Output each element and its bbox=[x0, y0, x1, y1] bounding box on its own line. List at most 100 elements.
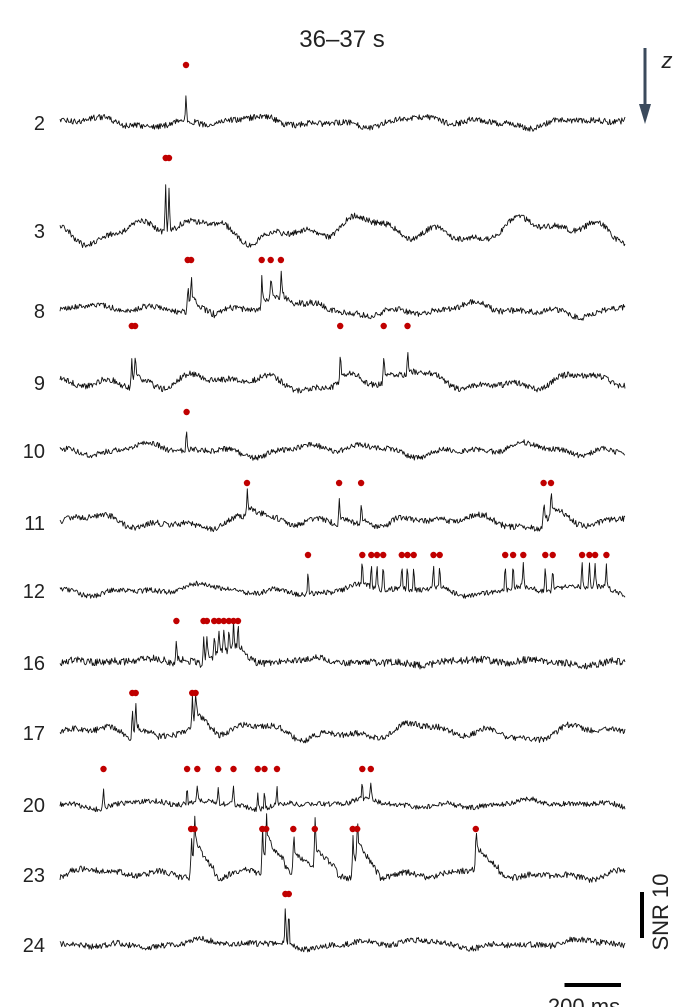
spike-marker-12-3 bbox=[373, 551, 381, 559]
spike-marker-20-8 bbox=[359, 765, 366, 773]
spike-marker-12-6 bbox=[404, 551, 411, 559]
spike-marker-12-15 bbox=[578, 551, 586, 559]
channel-label-10: 10 bbox=[23, 441, 45, 463]
spike-marker-16-6 bbox=[225, 617, 233, 625]
channel-label-24: 24 bbox=[23, 935, 45, 957]
spike-marker-2-0 bbox=[182, 61, 190, 69]
spike-marker-16-7 bbox=[230, 617, 237, 625]
channel-label-2: 2 bbox=[34, 113, 45, 135]
spike-marker-3-1 bbox=[165, 154, 173, 162]
spike-marker-12-13 bbox=[542, 551, 549, 559]
trace-channel-10 bbox=[59, 431, 626, 461]
spike-marker-9-2 bbox=[337, 322, 344, 330]
channel-label-8: 8 bbox=[34, 301, 45, 323]
spike-marker-8-1 bbox=[187, 256, 195, 264]
spike-marker-12-9 bbox=[436, 551, 443, 559]
spike-marker-12-5 bbox=[398, 551, 405, 559]
spike-marker-11-4 bbox=[547, 479, 555, 487]
spike-marker-20-2 bbox=[194, 765, 201, 773]
spike-marker-12-4 bbox=[380, 551, 387, 559]
spike-marker-12-10 bbox=[502, 551, 509, 559]
spike-marker-12-16 bbox=[586, 551, 593, 559]
spike-marker-16-5 bbox=[220, 617, 227, 625]
spike-marker-8-2 bbox=[258, 256, 265, 264]
depth-axis-label: z bbox=[661, 48, 673, 73]
spike-marker-12-11 bbox=[509, 551, 517, 559]
trace-channel-2 bbox=[59, 95, 626, 132]
trace-channel-12 bbox=[59, 561, 626, 599]
spike-marker-9-1 bbox=[131, 322, 139, 330]
depth-arrow-head bbox=[639, 104, 651, 124]
spike-marker-12-14 bbox=[549, 551, 556, 559]
spike-marker-16-2 bbox=[203, 617, 211, 625]
spike-marker-23-6 bbox=[349, 825, 356, 833]
spike-marker-12-17 bbox=[591, 551, 599, 559]
channel-label-23: 23 bbox=[23, 865, 45, 887]
channel-label-11: 11 bbox=[24, 513, 45, 535]
spike-marker-10-0 bbox=[183, 408, 190, 416]
spike-marker-9-4 bbox=[404, 322, 411, 330]
spike-marker-16-0 bbox=[173, 617, 180, 625]
scale-bar-y-label: SNR 10 bbox=[648, 873, 673, 950]
chart-title: 36–37 s bbox=[299, 26, 384, 53]
spike-marker-23-4 bbox=[290, 825, 297, 833]
spike-marker-12-0 bbox=[304, 551, 312, 559]
spike-marker-16-3 bbox=[211, 617, 218, 625]
spike-marker-20-3 bbox=[215, 765, 222, 773]
spike-marker-16-4 bbox=[215, 617, 222, 625]
spike-marker-11-3 bbox=[540, 479, 547, 487]
spike-marker-8-3 bbox=[267, 256, 274, 264]
trace-channel-17 bbox=[59, 694, 626, 744]
traces-group bbox=[59, 95, 626, 953]
spike-marker-20-5 bbox=[254, 765, 261, 773]
spike-marker-12-18 bbox=[603, 551, 610, 559]
spike-marker-20-0 bbox=[100, 765, 107, 773]
spike-marker-11-1 bbox=[335, 479, 343, 487]
spike-marker-8-4 bbox=[277, 256, 285, 264]
trace-channel-23 bbox=[59, 813, 626, 883]
spike-marker-12-2 bbox=[368, 551, 375, 559]
depth-arrow-group: z bbox=[639, 48, 673, 124]
trace-channel-20 bbox=[59, 782, 626, 813]
spike-marker-9-3 bbox=[380, 322, 387, 330]
spike-marker-23-5 bbox=[311, 825, 318, 833]
spike-marker-12-7 bbox=[410, 551, 417, 559]
scale-bar-y-group: SNR 10 bbox=[640, 873, 673, 951]
spike-marker-11-2 bbox=[357, 479, 365, 487]
channel-label-3: 3 bbox=[34, 221, 45, 243]
spike-marker-20-9 bbox=[367, 765, 374, 773]
spike-marker-24-1 bbox=[285, 890, 292, 898]
channel-label-12: 12 bbox=[23, 581, 45, 603]
scale-bar-x-group: 200 ms bbox=[548, 983, 621, 1007]
spike-marker-23-8 bbox=[472, 825, 479, 833]
spike-marker-16-8 bbox=[234, 617, 242, 625]
spike-marker-20-1 bbox=[183, 765, 191, 773]
spike-marker-12-1 bbox=[359, 551, 366, 559]
channel-label-16: 16 bbox=[23, 653, 45, 675]
spike-markers-group bbox=[100, 61, 610, 898]
spike-marker-20-7 bbox=[273, 765, 281, 773]
spike-marker-20-4 bbox=[230, 765, 237, 773]
trace-channel-24 bbox=[59, 908, 626, 953]
channel-label-17: 17 bbox=[23, 723, 45, 745]
channel-label-20: 20 bbox=[23, 795, 45, 817]
spike-marker-11-0 bbox=[243, 479, 251, 487]
trace-channel-8 bbox=[59, 270, 626, 321]
spike-marker-23-1 bbox=[191, 825, 198, 833]
trace-channel-11 bbox=[59, 488, 626, 533]
spike-marker-17-3 bbox=[192, 689, 199, 697]
trace-channel-16 bbox=[59, 620, 626, 670]
spike-marker-23-7 bbox=[354, 825, 361, 833]
spike-marker-23-3 bbox=[263, 825, 270, 833]
trace-channel-9 bbox=[59, 352, 626, 394]
spike-marker-12-8 bbox=[430, 551, 437, 559]
scale-bar-x-label: 200 ms bbox=[548, 994, 620, 1007]
spike-marker-20-6 bbox=[261, 765, 268, 773]
channel-label-9: 9 bbox=[34, 373, 45, 395]
trace-channel-3 bbox=[59, 184, 626, 249]
spike-marker-12-12 bbox=[520, 551, 527, 559]
spike-marker-17-1 bbox=[132, 689, 139, 697]
